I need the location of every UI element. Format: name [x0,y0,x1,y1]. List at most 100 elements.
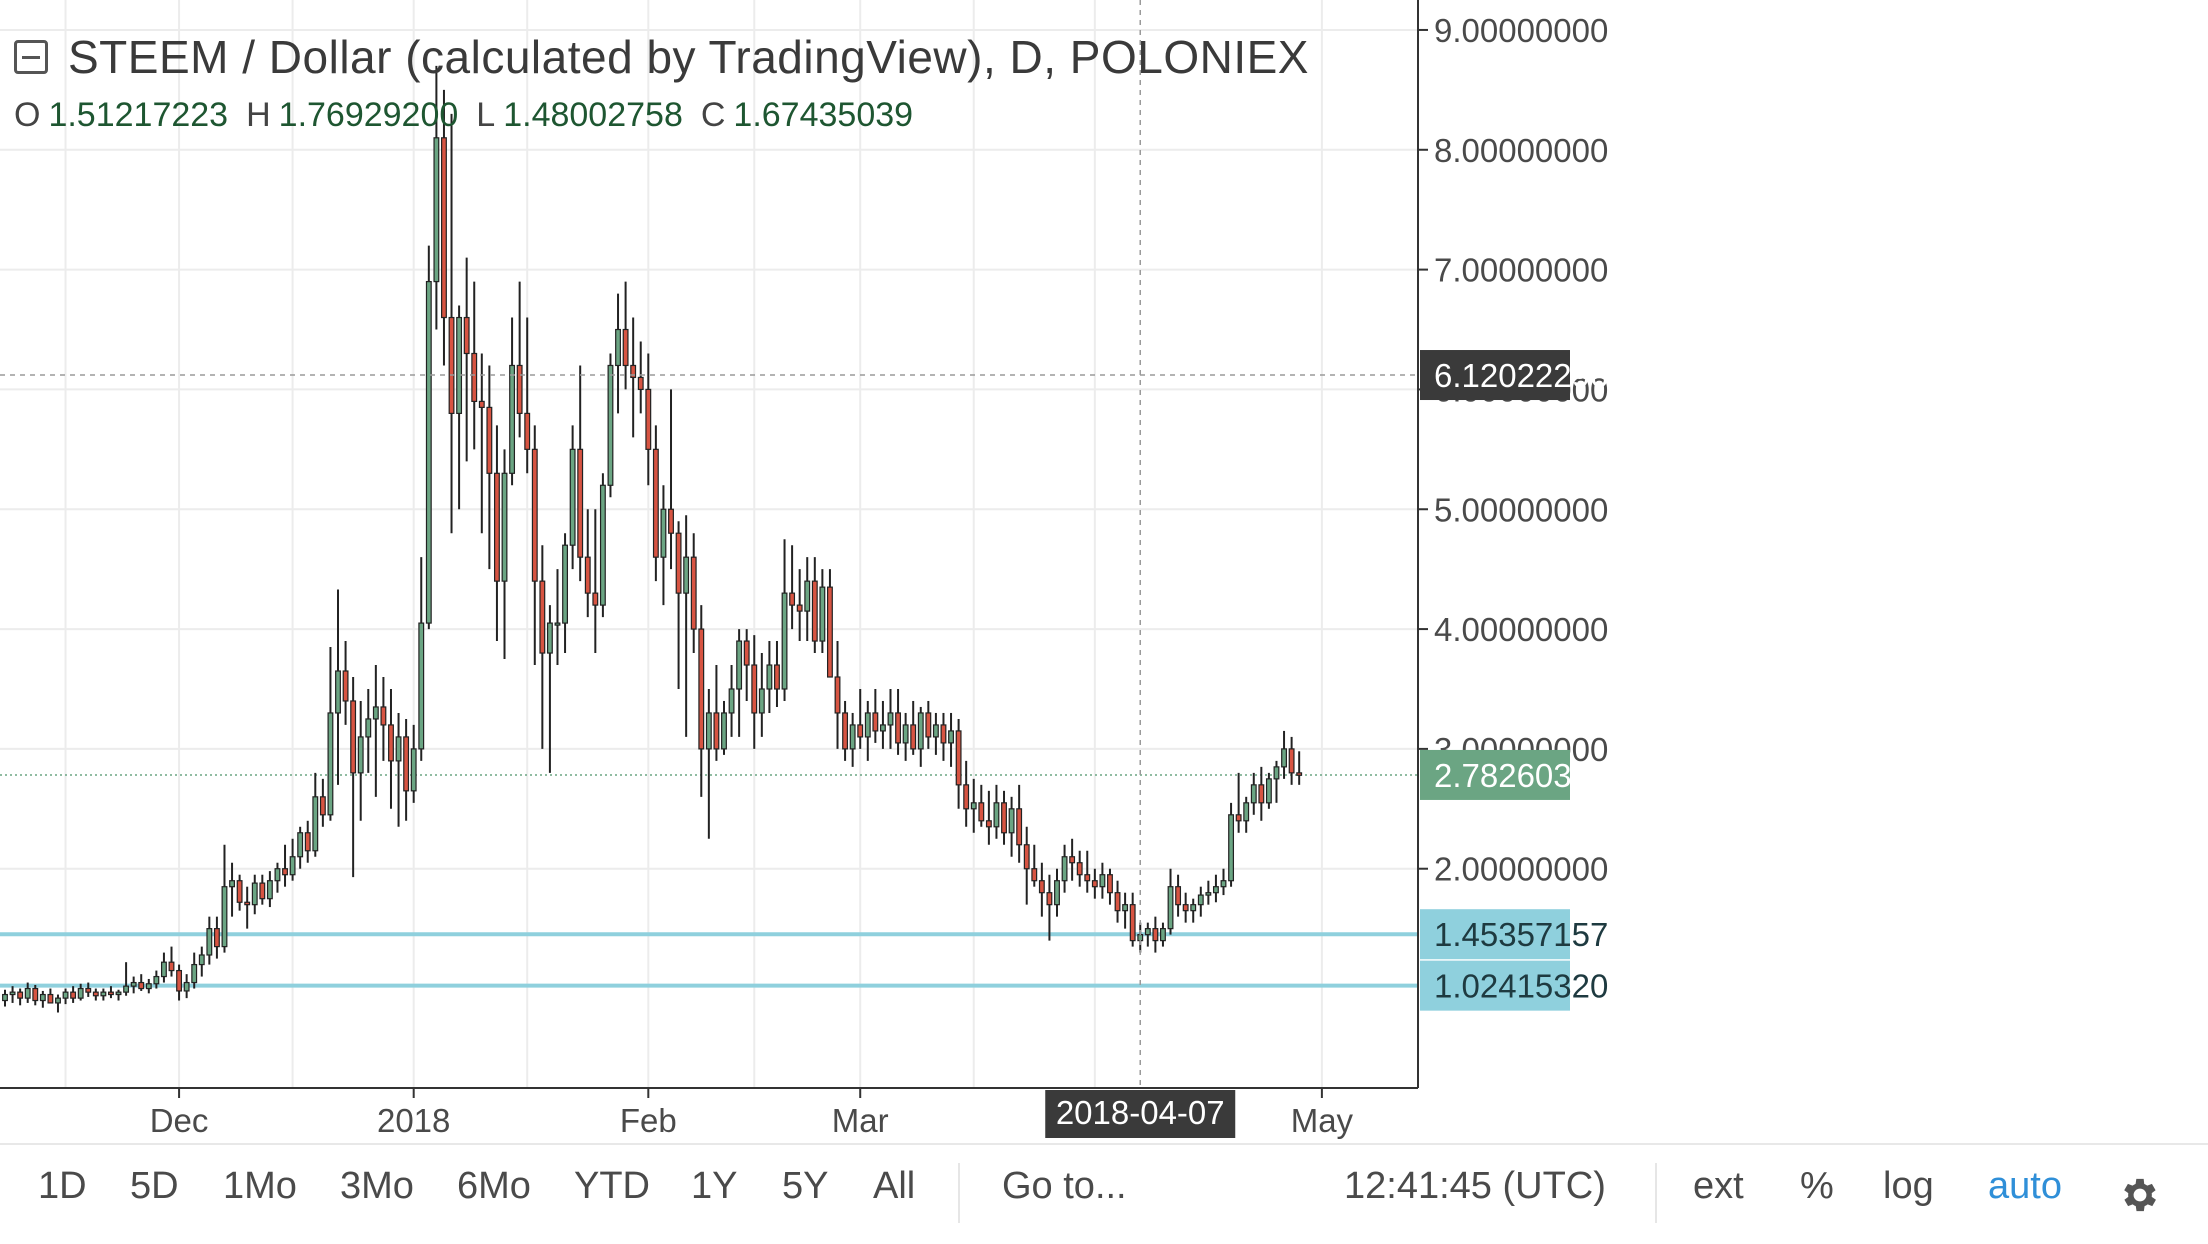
range-5d-button[interactable]: 5D [130,1165,179,1207]
candle-body [478,400,485,409]
candle-body [266,880,273,900]
candle-body [569,448,576,546]
candle-body [1114,892,1121,912]
candle-body [781,592,788,690]
candle-body [895,712,902,744]
candle-body [1175,886,1182,906]
auto-toggle[interactable]: auto [1988,1165,2062,1207]
range-6mo-button[interactable]: 6Mo [457,1165,531,1207]
candle-body [539,580,546,654]
candle-body [615,328,621,367]
candle-body [62,991,69,999]
candle-body [1069,856,1076,864]
candle-body [910,724,917,750]
candle-body [176,969,183,992]
candle-body [85,987,92,993]
candle-body [660,508,667,558]
candle-body [77,987,84,999]
range-1d-button[interactable]: 1D [38,1165,87,1207]
candle-body [1228,814,1235,882]
candle-body [372,706,379,720]
range-5y-button[interactable]: 5Y [782,1165,829,1207]
candle-body [826,586,833,678]
candle-body [917,712,924,750]
range-3mo-button[interactable]: 3Mo [340,1165,414,1207]
collapse-icon[interactable] [14,40,48,74]
log-toggle[interactable]: log [1883,1165,1934,1207]
crosshair-price-tag [1420,350,1570,401]
time-display[interactable]: 12:41:45 (UTC) [1344,1165,1606,1207]
range-all-button[interactable]: All [873,1165,916,1207]
candle-body [1273,766,1280,780]
price-chart[interactable]: 9.000000008.000000007.000000006.00000000… [0,0,2208,1142]
candle-body [1038,880,1045,894]
goto-button[interactable]: Go to... [1002,1165,1127,1207]
candle-body [811,580,818,642]
candle-body [259,882,266,900]
candle-body [1160,928,1166,942]
candle-body [1137,934,1144,942]
candle-body [388,724,394,762]
candle-body [425,280,432,624]
horizontal-lines [0,774,1418,988]
candle-body [1288,748,1295,774]
candle-body [1099,874,1106,888]
y-tick-label: 7.00000000 [1434,252,1608,289]
candle-body [766,664,773,690]
candle-body [1144,928,1151,936]
candle-body [728,688,735,714]
candle-body [153,975,160,985]
range-1y-button[interactable]: 1Y [691,1165,738,1207]
gear-icon[interactable] [2118,1173,2162,1217]
ohlc-close: C 1.67435039 [700,96,914,134]
candle-body [55,997,61,1004]
range-ytd-button[interactable]: YTD [574,1165,650,1207]
candle-body [206,928,213,956]
percent-toggle[interactable]: % [1800,1165,1834,1207]
candle-body [902,724,909,744]
candle-body [1243,802,1250,822]
candle-body [554,622,561,626]
toolbar-separator [958,1163,960,1223]
candle-body [592,592,599,606]
candle-body [932,724,939,738]
candle-body [849,724,856,750]
candle-body [471,352,478,403]
candle-body [1167,886,1174,930]
candle-body [9,991,16,996]
candle-body [221,886,228,948]
candle-body [501,472,508,582]
candle-body [546,622,553,654]
ext-toggle[interactable]: ext [1693,1165,1744,1207]
y-tick-label: 8.00000000 [1434,132,1608,169]
grid-lines [0,0,1418,1088]
candle-body [297,832,304,858]
candle-body [32,987,39,1002]
candle-body [350,700,357,774]
candle-body [168,961,175,972]
candle-body [304,832,311,852]
candle-body [433,137,440,283]
candle-body [524,412,531,450]
candle-body [229,880,235,888]
level-price-tag [1420,909,1570,960]
candle-body [130,981,137,987]
candle-body [365,718,372,738]
candle-body [1250,784,1257,804]
ohlc-high: H 1.76929200 [246,96,459,134]
candle-body [705,712,712,750]
candle-body [675,532,682,594]
candle-body [668,508,674,534]
range-1mo-button[interactable]: 1Mo [223,1165,297,1207]
level-price-tag [1420,960,1570,1011]
y-tick-label: 5.00000000 [1434,491,1608,528]
candle-body [1091,880,1098,888]
candle-body [864,712,871,738]
candle-body [1008,808,1015,834]
candle-body [516,364,523,414]
candle-body [1061,856,1068,882]
candle-body [562,544,569,624]
candle-body [70,991,77,999]
candle-body [1182,904,1189,912]
candle-body [993,802,1000,828]
